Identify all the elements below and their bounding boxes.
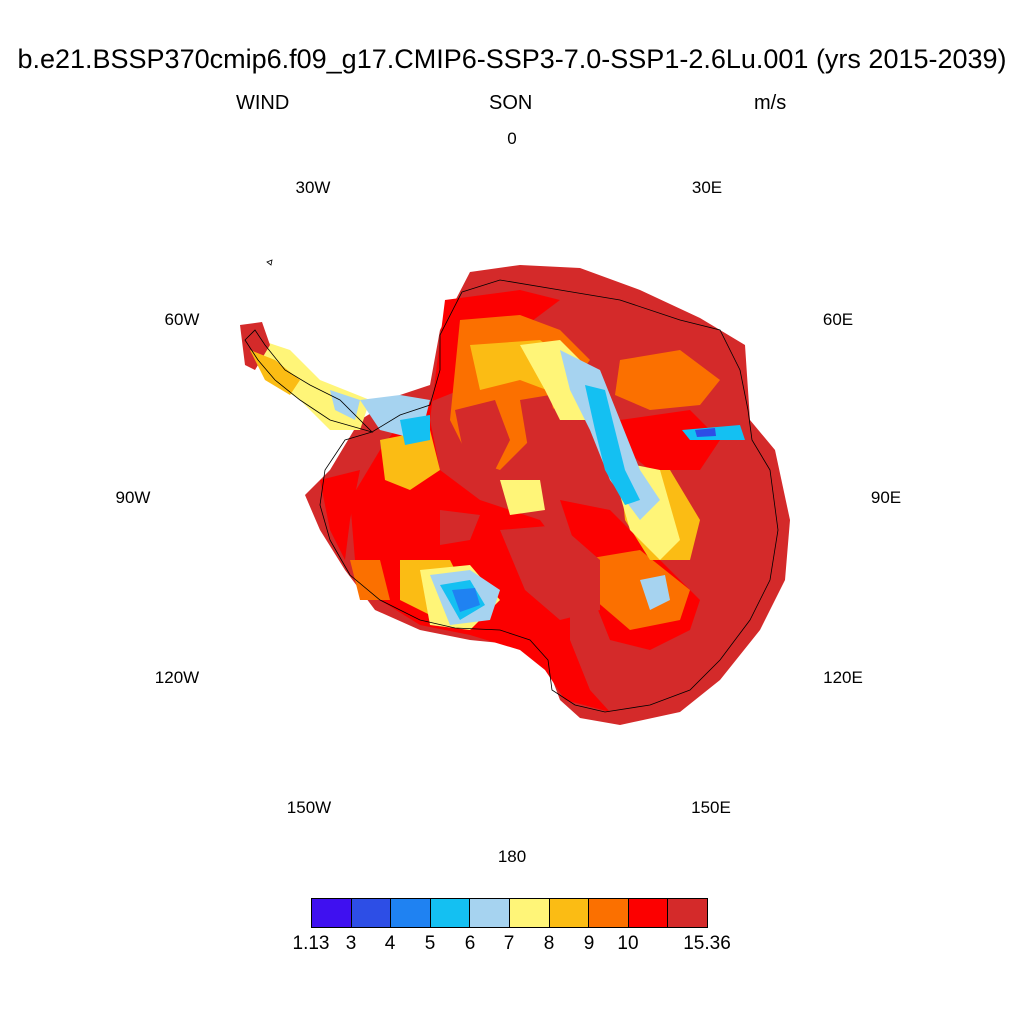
- colorbar-box-3: [430, 898, 471, 928]
- wind-field: [240, 265, 790, 725]
- colorbar-tick-2: 4: [384, 933, 396, 954]
- colorbar-tick-1: 3: [345, 933, 357, 954]
- colorbar-box-6: [549, 898, 590, 928]
- lon-label-60e: 60E: [822, 310, 854, 329]
- lon-label-120e: 120E: [823, 668, 863, 687]
- lon-label-90e: 90E: [870, 488, 902, 507]
- lon-label-60w: 60W: [164, 310, 200, 329]
- colorbar-box-4: [470, 898, 510, 928]
- colorbar-tick-9: 15.36: [683, 933, 731, 954]
- colorbar-box-9: [668, 898, 708, 928]
- colorbar-box-5: [509, 898, 550, 928]
- season-label: SON: [489, 92, 533, 114]
- colorbar: [311, 898, 708, 928]
- lon-label-30e: 30E: [691, 178, 723, 197]
- lon-label-150w: 150W: [286, 798, 332, 817]
- lon-label-150e: 150E: [691, 798, 731, 817]
- lon-label-0: 0: [507, 129, 517, 148]
- lon-label-90w: 90W: [115, 488, 151, 507]
- colorbar-tick-4: 6: [464, 933, 476, 954]
- colorbar-box-1: [351, 898, 392, 928]
- variable-label: WIND: [236, 92, 290, 114]
- lon-label-180: 180: [497, 847, 527, 866]
- colorbar-box-7: [589, 898, 629, 928]
- colorbar-box-8: [628, 898, 669, 928]
- colorbar-box-2: [391, 898, 431, 928]
- coastline: [244, 259, 779, 713]
- colorbar-tick-8: 10: [617, 933, 639, 954]
- units-label: m/s: [754, 92, 787, 114]
- plot-title: b.e21.BSSP370cmip6.f09_g17.CMIP6-SSP3-7.…: [17, 44, 1007, 74]
- colorbar-tick-7: 9: [583, 933, 595, 954]
- colorbar-tick-0: 1.13: [292, 933, 330, 954]
- lon-label-30w: 30W: [295, 178, 331, 197]
- colorbar-tick-6: 8: [543, 933, 555, 954]
- colorbar-box-0: [311, 898, 352, 928]
- colorbar-tick-3: 5: [424, 933, 436, 954]
- colorbar-tick-5: 7: [503, 933, 515, 954]
- lon-label-120w: 120W: [154, 668, 200, 687]
